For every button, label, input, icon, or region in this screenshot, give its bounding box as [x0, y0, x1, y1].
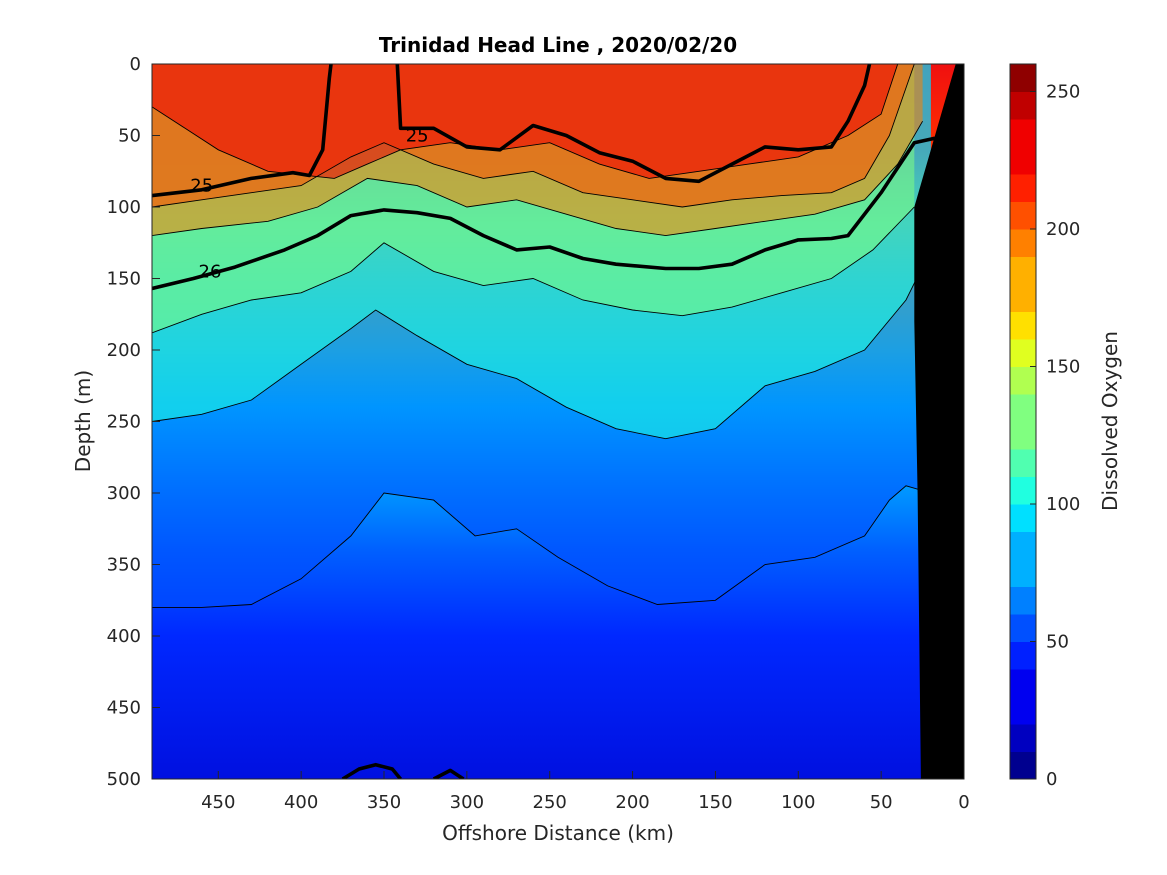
colorbar-swatch [1010, 64, 1036, 92]
colorbar-swatch [1010, 91, 1036, 120]
oxygen-band-225 [152, 64, 898, 179]
chart-title: Trinidad Head Line , 2020/02/20 [379, 33, 737, 57]
colorbar-swatch [1010, 311, 1036, 340]
oxygen-isoline-225 [152, 64, 899, 179]
x-tick-label: 400 [284, 792, 318, 813]
x-tick-label: 100 [781, 792, 815, 813]
x-tick-label: 150 [698, 792, 732, 813]
y-tick-label: 500 [107, 769, 141, 790]
y-tick-label: 0 [130, 54, 141, 75]
colorbar-swatch [1010, 146, 1036, 175]
y-tick-label: 150 [107, 269, 141, 290]
colorbar-tick-label: 100 [1046, 494, 1080, 515]
colorbar-swatch [1010, 559, 1036, 587]
x-tick-label: 350 [367, 792, 401, 813]
colorbar-swatch [1010, 366, 1036, 395]
x-axis-label: Offshore Distance (km) [442, 821, 674, 845]
x-tick-label: 250 [533, 792, 567, 813]
y-axis-label: Depth (m) [71, 370, 95, 472]
density-contour-label: 26 [199, 261, 222, 282]
density-contour-deep-3 [341, 762, 402, 779]
colorbar-swatch [1010, 339, 1036, 367]
colorbar-swatch [1010, 229, 1036, 257]
x-tick-label: 300 [450, 792, 484, 813]
plot-area: 25 25 26 [152, 64, 964, 779]
y-tick-label: 200 [107, 340, 141, 361]
density-contour-deep-4 [432, 768, 465, 779]
x-axis: 450 400 350 300 250 200 150 100 50 0 [201, 771, 970, 813]
colorbar-swatch [1010, 641, 1036, 670]
x-tick-label: 450 [201, 792, 235, 813]
density-contour-25-0 [152, 64, 333, 198]
y-axis: 0 50 100 150 200 250 300 350 400 450 500 [107, 54, 160, 790]
x-tick-label: 200 [615, 792, 649, 813]
x-tick-label: 50 [870, 792, 893, 813]
colorbar-tick-label: 200 [1046, 219, 1080, 240]
y-tick-label: 100 [107, 197, 141, 218]
y-tick-label: 350 [107, 555, 141, 576]
colorbar-swatch [1010, 394, 1036, 422]
colorbar-swatch [1010, 586, 1036, 615]
colorbar-swatch [1010, 421, 1036, 450]
bathymetry-mask [914, 64, 964, 779]
colorbar-label: Dissolved Oxygen [1098, 331, 1122, 511]
colorbar-swatch [1010, 201, 1036, 230]
oxygen-isoline-180 [152, 120, 923, 237]
colorbar-swatch [1010, 724, 1036, 752]
oxygen-isoline-100 [152, 249, 932, 440]
colorbar-tick-label: 0 [1046, 769, 1057, 790]
colorbar-swatch [1010, 174, 1036, 202]
y-tick-label: 400 [107, 626, 141, 647]
colorbar-swatch [1010, 449, 1036, 477]
colorbar-axis: 0 50 100 150 200 250 [1030, 82, 1080, 790]
y-tick-label: 50 [118, 126, 141, 147]
density-contour-26-2 [152, 136, 949, 291]
density-contour-25-1 [395, 64, 872, 184]
colorbar-swatch [1010, 696, 1036, 725]
x-tick-label: 0 [958, 792, 969, 813]
colorbar-swatch [1010, 256, 1036, 285]
density-contour-label: 25 [190, 176, 213, 197]
colorbar-swatch [1010, 614, 1036, 642]
colorbar-tick-label: 250 [1046, 82, 1080, 103]
colorbar-swatch [1010, 476, 1036, 505]
colorbar-swatch [1010, 504, 1036, 532]
y-tick-label: 250 [107, 412, 141, 433]
colorbar [1009, 63, 1037, 780]
oxygen-isoline-200 [152, 64, 915, 208]
oxygen-isoline-120 [152, 206, 915, 334]
colorbar-swatch [1010, 284, 1036, 312]
density-contour-label: 25 [406, 126, 429, 147]
oxygen-isoline-50 [152, 485, 932, 608]
colorbar-tick-label: 50 [1046, 632, 1069, 653]
colorbar-swatch [1010, 669, 1036, 697]
y-tick-label: 300 [107, 483, 141, 504]
colorbar-swatch [1010, 119, 1036, 147]
colorbar-swatch [1010, 751, 1036, 780]
colorbar-tick-label: 150 [1046, 357, 1080, 378]
y-tick-label: 450 [107, 698, 141, 719]
colorbar-swatch [1010, 531, 1036, 560]
colorbar-frame [1009, 63, 1037, 780]
